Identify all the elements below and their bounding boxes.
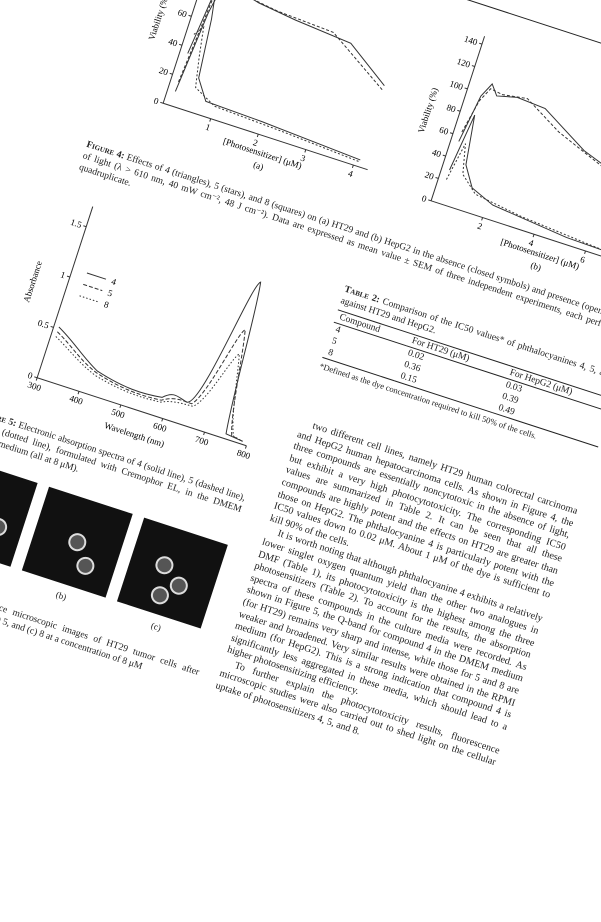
y-tick-label: 1.5 — [69, 217, 83, 230]
y-tick — [442, 154, 446, 157]
x-tick-label: 500 — [110, 407, 126, 421]
panel-label: (b) — [529, 260, 542, 273]
x-tick-label: 3 — [299, 153, 307, 164]
y-tick-label: 140 — [463, 34, 479, 48]
y-tick — [428, 199, 432, 202]
y-tick-label: 1 — [59, 269, 66, 280]
y-axis-label: Viability (%) — [416, 86, 440, 134]
y-tick-label: 0 — [421, 193, 429, 204]
x-tick — [119, 404, 122, 408]
x-tick — [532, 234, 535, 238]
x-tick-label: 4 — [528, 237, 536, 248]
x-tick-label: 400 — [68, 393, 84, 407]
x-tick-label: 800 — [236, 447, 252, 461]
figure5: 4 5 8 Wavelength (nm) Absorbance 00.511.… — [21, 206, 262, 461]
x-tick-label: 300 — [26, 379, 42, 393]
legend-label: 4 — [110, 276, 118, 287]
y-tick-label: 100 — [448, 78, 464, 92]
micrograph — [21, 486, 133, 598]
y-tick-label: 40 — [167, 36, 179, 48]
panel-label: (a) — [252, 159, 265, 172]
legend: 4 5 8 — [79, 272, 118, 310]
y-tick-label: 20 — [424, 169, 436, 181]
y-tick-label: 80 — [445, 102, 457, 114]
panel-label: (b) — [54, 589, 68, 603]
x-tick-label: 600 — [152, 420, 168, 434]
x-tick — [256, 133, 259, 138]
y-axis-label: Viability (%) — [146, 0, 170, 42]
y-tick — [169, 72, 173, 75]
x-tick — [584, 250, 586, 254]
micrograph — [116, 517, 228, 629]
x-tick-label: 700 — [194, 434, 210, 448]
legend-label: 5 — [106, 288, 114, 299]
y-tick — [66, 275, 71, 278]
y-tick-label: 40 — [431, 147, 443, 159]
y-tick — [435, 177, 439, 179]
x-tick — [35, 377, 38, 381]
y-tick — [160, 101, 164, 104]
y-tick — [178, 43, 183, 46]
x-tick-label: 1 — [204, 122, 211, 133]
y-tick — [479, 42, 483, 45]
x-tick — [304, 149, 307, 153]
x-tick — [481, 217, 484, 221]
legend-label: 8 — [103, 299, 111, 310]
y-tick — [83, 225, 87, 228]
x-tick-label: 2 — [252, 137, 259, 148]
x-tick — [77, 391, 80, 395]
y-tick — [464, 87, 468, 90]
y-tick-label: 120 — [456, 56, 472, 70]
y-tick — [457, 109, 461, 112]
x-tick — [244, 445, 247, 449]
y-tick — [471, 65, 475, 67]
x-tick — [209, 118, 212, 122]
panel-label: (c) — [149, 620, 163, 633]
y-tick-label: 60 — [177, 7, 189, 19]
y-tick-label: 60 — [438, 125, 450, 137]
y-tick — [50, 325, 54, 328]
x-tick — [203, 431, 206, 436]
figure4a: (a) [Photosensitizer] (μM) Viability (%)… — [146, 0, 385, 179]
y-tick-label: 0 — [153, 96, 161, 107]
figure4b: (b) [Photosensitizer] (μM) Viability (%)… — [416, 34, 601, 273]
x-tick-label: 4 — [347, 168, 355, 179]
y-tick-label: 0.5 — [37, 318, 51, 331]
x-tick-label: 6 — [579, 254, 587, 265]
page: {"header": {"authors": "Liu et al."}, "f… — [0, 0, 601, 769]
body-text: two different cell lines, namely HT29 hu… — [214, 417, 579, 782]
x-tick — [161, 418, 164, 422]
y-axis-label: Absorbance — [21, 260, 44, 304]
y-tick-label: 0 — [27, 370, 35, 381]
y-tick-label: 20 — [158, 65, 170, 77]
x-tick — [351, 164, 354, 169]
x-tick-label: 2 — [476, 221, 483, 232]
y-tick — [188, 14, 192, 17]
y-tick — [449, 132, 454, 135]
